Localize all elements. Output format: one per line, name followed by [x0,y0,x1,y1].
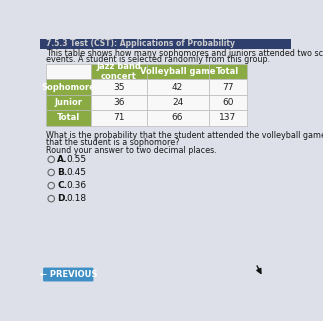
Text: 24: 24 [172,98,183,107]
FancyBboxPatch shape [43,268,93,282]
FancyBboxPatch shape [91,79,147,95]
FancyBboxPatch shape [147,64,209,79]
Text: This table shows how many sophomores and juniors attended two school: This table shows how many sophomores and… [46,49,323,58]
Text: Round your answer to two decimal places.: Round your answer to two decimal places. [46,145,216,154]
Text: Total: Total [57,113,80,122]
FancyBboxPatch shape [46,79,91,95]
Text: 137: 137 [219,113,236,122]
Text: 0.36: 0.36 [67,181,87,190]
Text: 0.45: 0.45 [67,168,87,177]
FancyBboxPatch shape [147,95,209,110]
Text: ← PREVIOUS: ← PREVIOUS [40,270,97,279]
Text: 60: 60 [222,98,234,107]
Text: B.: B. [57,168,68,177]
Text: 71: 71 [113,113,124,122]
Text: Total: Total [216,67,240,76]
FancyBboxPatch shape [46,110,91,126]
Text: A.: A. [57,155,68,164]
Text: 42: 42 [172,82,183,91]
FancyBboxPatch shape [91,64,147,79]
FancyBboxPatch shape [40,39,291,48]
Text: Volleyball game: Volleyball game [140,67,215,76]
Text: D.: D. [57,194,68,203]
Text: Jazz band
concert: Jazz band concert [96,62,141,81]
FancyBboxPatch shape [46,95,91,110]
Text: 0.55: 0.55 [67,155,87,164]
FancyBboxPatch shape [147,79,209,95]
FancyBboxPatch shape [209,64,247,79]
FancyBboxPatch shape [91,110,147,126]
FancyBboxPatch shape [209,110,247,126]
FancyBboxPatch shape [91,95,147,110]
Text: 77: 77 [222,82,234,91]
Text: 36: 36 [113,98,124,107]
FancyBboxPatch shape [209,95,247,110]
Text: What is the probability that the student attended the volleyball game, given: What is the probability that the student… [46,131,323,140]
Text: Sophomore: Sophomore [41,82,95,91]
Text: 0.18: 0.18 [67,194,87,203]
Text: events. A student is selected randomly from this group.: events. A student is selected randomly f… [46,55,270,64]
FancyBboxPatch shape [209,79,247,95]
Text: that the student is a sophomore?: that the student is a sophomore? [46,138,179,147]
Text: Junior: Junior [54,98,82,107]
FancyBboxPatch shape [147,110,209,126]
Text: 7.5.3 Test (CST): Applications of Probability: 7.5.3 Test (CST): Applications of Probab… [46,39,235,48]
Text: C.: C. [57,181,68,190]
FancyBboxPatch shape [46,64,91,79]
Text: 35: 35 [113,82,124,91]
Text: 66: 66 [172,113,183,122]
